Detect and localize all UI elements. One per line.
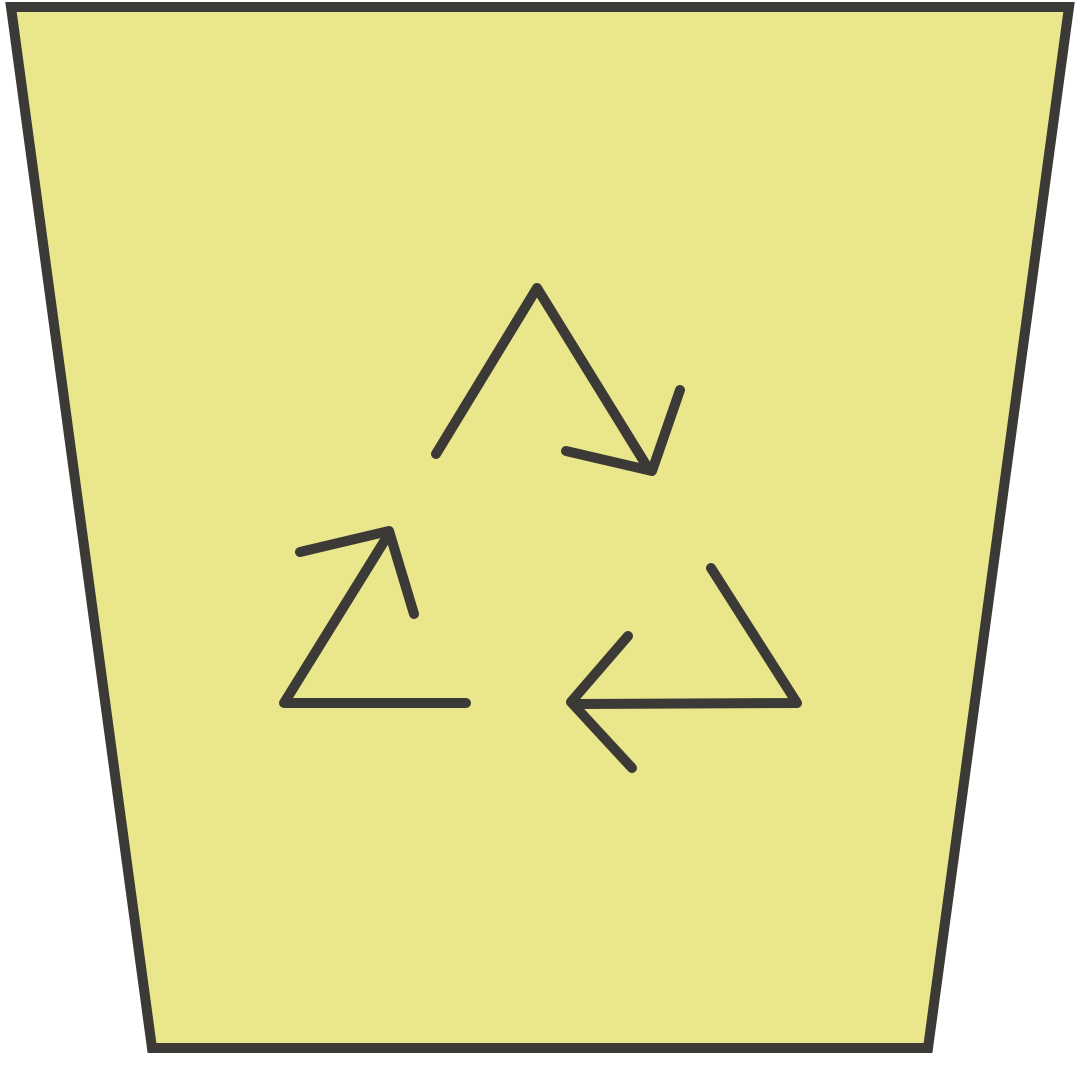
recycle-arrows-icon [279, 283, 802, 773]
recycle-arrow-left [279, 526, 471, 708]
recycle-arrow-right [566, 563, 802, 773]
bin-body [5, 2, 1075, 1053]
recycle-arrow-top [431, 283, 685, 476]
